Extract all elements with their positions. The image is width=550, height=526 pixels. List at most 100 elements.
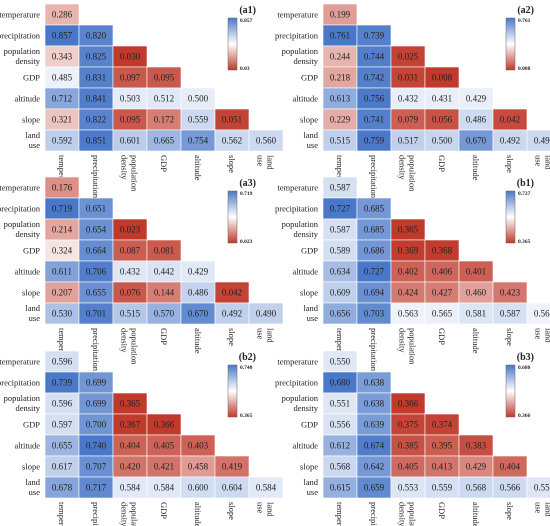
cell-value-label: 0.081	[154, 246, 174, 256]
cell-value-label: 0.638	[364, 399, 385, 409]
heatmap-panel: temperatureprecipitationpopulationdensit…	[275, 3, 550, 199]
cell-value-label: 0.405	[154, 441, 175, 451]
cell-value-label: 0.367	[120, 420, 141, 430]
cell-value-label: 0.427	[432, 288, 453, 298]
cell-value-label: 0.402	[398, 267, 418, 277]
column-label: use	[256, 328, 266, 340]
cell-value-label: 0.566	[500, 483, 521, 493]
cell-value-label: 0.095	[120, 115, 141, 125]
cell-value-label: 0.587	[500, 309, 521, 319]
row-label: altitude	[15, 267, 41, 277]
cell-value-label: 0.740	[86, 441, 107, 451]
cell-value-label: 0.056	[432, 115, 453, 125]
cell-value-label: 0.701	[86, 309, 106, 319]
cell-value-label: 0.609	[330, 288, 351, 298]
cell-value-label: 0.581	[466, 309, 486, 319]
cell-value-label: 0.831	[86, 73, 106, 83]
colorbar-max-label: 0.680	[518, 365, 531, 371]
column-label: land	[266, 328, 276, 343]
row-label: land	[303, 477, 318, 487]
cell-value-label: 0.562	[222, 136, 242, 146]
cell-value-label: 0.857	[52, 31, 73, 41]
cell-value-label: 0.503	[120, 94, 141, 104]
cell-value-label: 0.596	[52, 399, 73, 409]
column-label: altitude	[193, 155, 203, 181]
row-label: density	[293, 229, 318, 239]
colorbar-min-label: 0.365	[518, 239, 531, 245]
column-label: use	[534, 328, 544, 340]
column-label: GDP	[159, 502, 169, 519]
cell-value-label: 0.207	[52, 288, 73, 298]
cell-value-label: 0.699	[86, 399, 107, 409]
row-label: slope	[22, 288, 40, 298]
cell-value-label: 0.551	[330, 399, 350, 409]
row-label: GDP	[23, 246, 40, 256]
row-label: altitude	[293, 441, 319, 451]
row-label: precipitation	[0, 31, 41, 41]
colorbar	[227, 17, 238, 71]
cell-value-label: 0.665	[154, 136, 175, 146]
colorbar-max-label: 0.761	[518, 18, 531, 24]
cell-value-label: 0.442	[154, 267, 174, 277]
column-label: temperature	[57, 328, 67, 369]
cell-value-label: 0.429	[466, 94, 487, 104]
heatmap-cell	[248, 129, 284, 152]
panel-label: (a2)	[517, 5, 534, 16]
cell-value-label: 0.559	[432, 483, 453, 493]
cell-value-label: 0.613	[330, 94, 351, 104]
cell-value-label: 0.584	[120, 483, 141, 493]
cell-value-label: 0.584	[256, 483, 277, 493]
cell-value-label: 0.144	[154, 288, 175, 298]
column-label: GDP	[437, 328, 447, 345]
row-label: precipitation	[275, 378, 319, 388]
cell-value-label: 0.515	[120, 309, 141, 319]
row-label: precipitation	[275, 204, 319, 214]
cell-value-label: 0.678	[52, 483, 73, 493]
heatmap-cell	[526, 129, 550, 152]
column-label: land	[544, 155, 550, 170]
column-label: density	[398, 328, 408, 353]
cell-value-label: 0.699	[86, 378, 107, 388]
cell-value-label: 0.741	[364, 115, 384, 125]
column-label: population	[130, 502, 140, 526]
column-label: population	[130, 328, 140, 365]
cell-value-label: 0.587	[330, 183, 351, 193]
cell-value-label: 0.490	[534, 136, 550, 146]
row-label: land	[25, 130, 40, 140]
heatmap-panel: temperatureprecipitationpopulationdensit…	[275, 176, 550, 372]
row-label: GDP	[23, 420, 40, 430]
cell-value-label: 0.365	[398, 225, 419, 235]
colorbar-max-label: 0.719	[240, 191, 253, 197]
cell-value-label: 0.568	[466, 483, 487, 493]
cell-value-label: 0.229	[330, 115, 351, 125]
cell-value-label: 0.025	[398, 52, 419, 62]
column-label: use	[256, 155, 266, 167]
cell-value-label: 0.431	[432, 94, 452, 104]
cell-value-label: 0.565	[432, 309, 453, 319]
colorbar-min-label: 0.023	[240, 239, 253, 245]
cell-value-label: 0.670	[188, 309, 209, 319]
row-label: GDP	[301, 246, 318, 256]
row-label: temperature	[0, 357, 40, 367]
cell-value-label: 0.656	[330, 309, 351, 319]
row-label: altitude	[293, 94, 319, 104]
row-label: population	[4, 46, 41, 56]
cell-value-label: 0.559	[188, 115, 209, 125]
cell-value-label: 0.820	[86, 31, 107, 41]
cell-value-label: 0.368	[432, 246, 453, 256]
cell-value-label: 0.512	[154, 94, 174, 104]
cell-value-label: 0.458	[188, 462, 209, 472]
cell-value-label: 0.851	[86, 136, 106, 146]
colorbar	[227, 190, 238, 244]
cell-value-label: 0.515	[330, 136, 351, 146]
column-label: GDP	[159, 155, 169, 172]
cell-value-label: 0.423	[500, 288, 521, 298]
cell-value-label: 0.744	[364, 52, 385, 62]
cell-value-label: 0.079	[398, 115, 419, 125]
cell-value-label: 0.664	[86, 246, 107, 256]
column-label: land	[544, 502, 550, 517]
column-label: altitude	[471, 328, 481, 354]
colorbar-min-label: 0.366	[518, 413, 531, 419]
cell-value-label: 0.500	[432, 136, 453, 146]
cell-value-label: 0.655	[86, 288, 107, 298]
